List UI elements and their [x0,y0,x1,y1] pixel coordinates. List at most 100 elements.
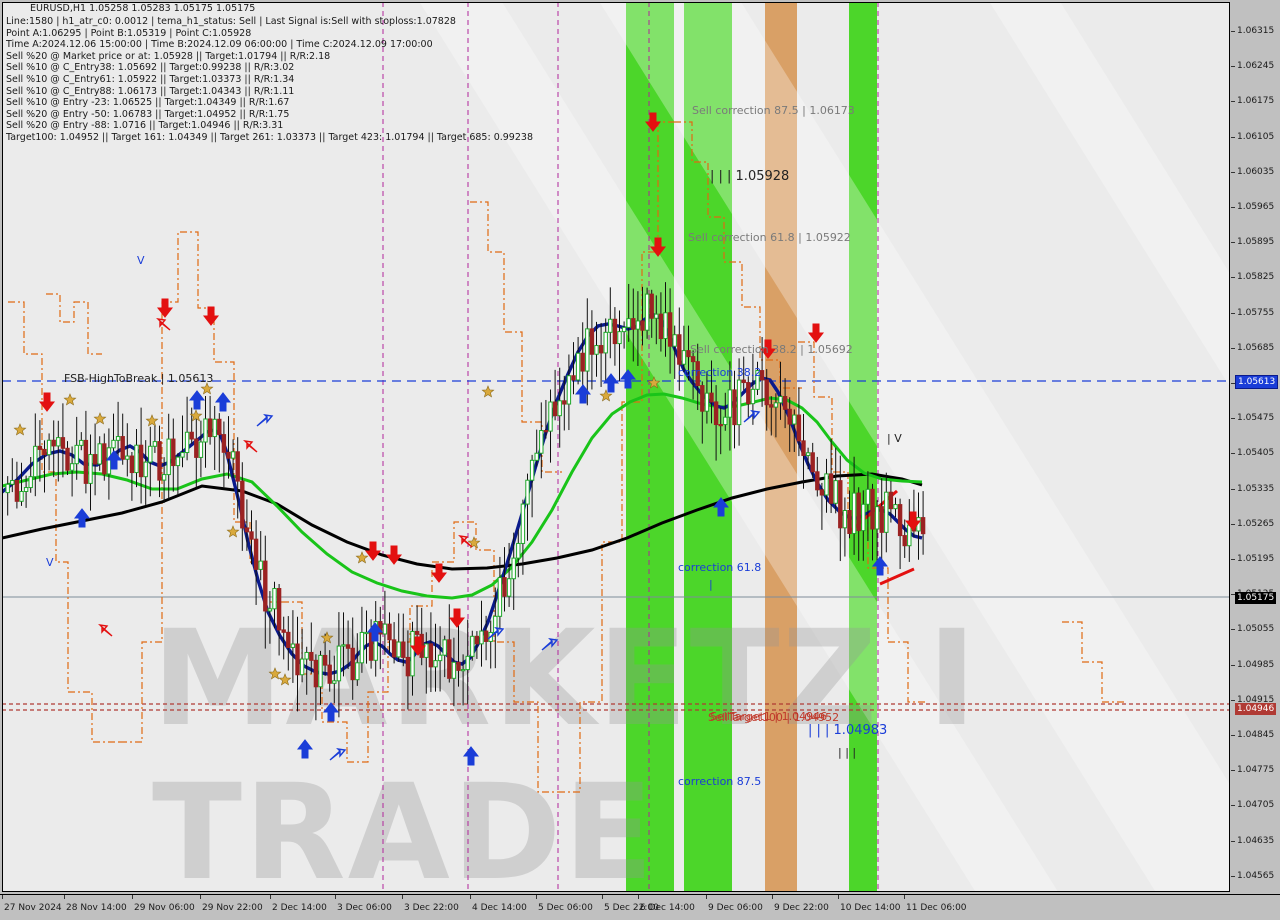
time-tick: 4 Dec 14:00 [472,903,527,913]
time-tick-mark [838,895,839,899]
sell-correction-382: Sell correction 38.2 | 1.05692 [690,343,853,356]
time-tick: 29 Nov 06:00 [134,903,195,913]
sell-arrow-3 [364,541,382,561]
fsb-level-label[interactable]: 1.05613 [1235,375,1279,389]
sell-arrow-10 [759,339,777,359]
target-100-marker: | | | 1.04983 [808,723,888,738]
time-tick: 5 Dec 22:00 [604,903,659,913]
time-tick: 29 Nov 22:00 [202,903,263,913]
buy-arrow-5 [322,702,340,722]
correction-618: correction 61.8 [678,561,762,574]
price-axis[interactable]: 1.06315 1.06245 1.06175 1.06105 1.06035 1.059… [1231,0,1280,894]
time-axis[interactable]: 27 Nov 2024 28 Nov 14:00 29 Nov 06:00 29 No… [0,894,1280,920]
correction-382: correction 38.2 [678,366,762,379]
buy-arrow-4 [296,739,314,759]
current-price-label[interactable]: 1.05175 [1235,592,1277,604]
buy-arrow-9 [602,373,620,393]
time-tick-mark [706,895,707,899]
mid-ma-green [2,392,923,600]
buy-arrow-10 [619,369,637,389]
sell-arrow-4 [385,545,403,565]
sell-correction-875: Sell correction 87.5 | 1.06173 [692,104,855,117]
time-tick: 27 Nov 2024 [4,903,62,913]
strategy-info-line-4: Sell %10 @ C_Entry38: 1.05692 || Target:… [6,62,295,74]
buy-arrow-6 [366,622,384,642]
hollow-arrow-2 [541,638,559,651]
star-marker-1 [63,393,77,406]
strategy-info-line-9: Sell %20 @ Entry -88: 1.0716 || Target:1… [6,120,284,132]
buy-arrow-8 [574,384,592,404]
v-marker-top: V [137,254,145,267]
sell-arrow-2 [202,306,220,326]
star-marker-9 [320,631,334,644]
strategy-info-line-1: Point A:1.06295 | Point B:1.05319 | Poin… [6,27,252,39]
time-tick: 9 Dec 22:00 [774,903,829,913]
time-tick-mark [470,895,471,899]
star-marker-3 [145,414,159,427]
sell-target-label[interactable]: 1.04946 [1235,703,1277,715]
v-marker-left: V [46,556,54,569]
sell-arrow-9 [649,237,667,257]
strategy-info-line-5: Sell %10 @ C_Entry61: 1.05922 || Target:… [6,73,295,85]
hollow-arrow-0 [256,414,274,427]
time-tick: 5 Dec 06:00 [538,903,593,913]
hollow-arrow-1 [487,627,505,640]
strategy-info-line-8: Sell %20 @ Entry -50: 1.06783 || Target:… [6,108,290,120]
star-marker-4 [189,409,203,422]
buy-arrow-11 [712,497,730,517]
sell-arrow-5 [409,636,427,656]
time-tick: 10 Dec 14:00 [840,903,901,913]
time-tick: 9 Dec 06:00 [708,903,763,913]
time-tick: 28 Nov 14:00 [66,903,127,913]
sell-arrow-7 [448,608,466,628]
chart-header-info: EURUSD,H1 1.05258 1.05283 1.05175 1.0517… [6,3,533,144]
star-marker-5 [200,382,214,395]
time-tick: 3 Dec 06:00 [337,903,392,913]
iv-marker-right: | V [887,432,902,445]
star-marker-11 [467,536,481,549]
signal-markers [13,112,922,766]
band-green-1 [626,2,674,892]
fast-ma-blue [2,312,923,676]
star-marker-12 [481,385,495,398]
time-tick: 2 Dec 14:00 [272,903,327,913]
strategy-info-line-7: Sell %10 @ Entry -23: 1.06525 || Target:… [6,97,290,109]
slow-ma-black [2,472,923,571]
sell-arrow-0 [38,392,56,412]
strategy-info-line-0: Line:1580 | h1_atr_c0: 0.0012 | tema_h1_… [6,16,456,27]
star-marker-2 [93,412,107,425]
strategy-info-line-2: Time A:2024.12.06 15:00:00 | Time B:2024… [6,39,433,51]
time-tick-mark [536,895,537,899]
buy-arrow-0 [105,450,123,470]
sell-correction-618: Sell correction 61.8 | 1.05922 [688,231,851,244]
hollow-arrow-5 [156,318,171,331]
time-tick-mark [904,895,905,899]
sell-arrow-1 [156,298,174,318]
chart-drawings [2,2,1230,892]
time-tick: 3 Dec 22:00 [404,903,459,913]
time-tick-mark [638,895,639,899]
time-tick-mark [64,895,65,899]
time-tick-mark [335,895,336,899]
star-marker-6 [226,525,240,538]
time-tick: 6 Dec 14:00 [640,903,695,913]
fsb-high-to-break: FSB-HighToBreak | 1.05613 [64,372,214,385]
hollow-arrow-3 [743,410,761,423]
hollow-arrow-7 [458,535,473,548]
band-orange-1 [765,2,797,892]
correction-875: correction 87.5 [678,775,762,788]
sell-arrow-12 [904,511,922,531]
buy-arrow-3 [214,392,232,412]
strategy-info-lines: Line:1580 | h1_atr_c0: 0.0012 | tema_h1_… [6,16,533,144]
time-tick-mark [2,895,3,899]
time-tick-mark [200,895,201,899]
buy-arrow-2 [188,390,206,410]
band-green-3 [849,2,877,892]
hollow-arrow-4 [329,748,347,761]
correction-618-tick: | [709,578,713,591]
symbol-ohlc-line: EURUSD,H1 1.05258 1.05283 1.05175 1.0517… [30,3,256,14]
sell-target-1: SellTarget1 | 1.04946 [710,710,828,723]
time-tick-mark [772,895,773,899]
sell-target-100: SellTarget100 | 1.04952 [708,711,840,724]
